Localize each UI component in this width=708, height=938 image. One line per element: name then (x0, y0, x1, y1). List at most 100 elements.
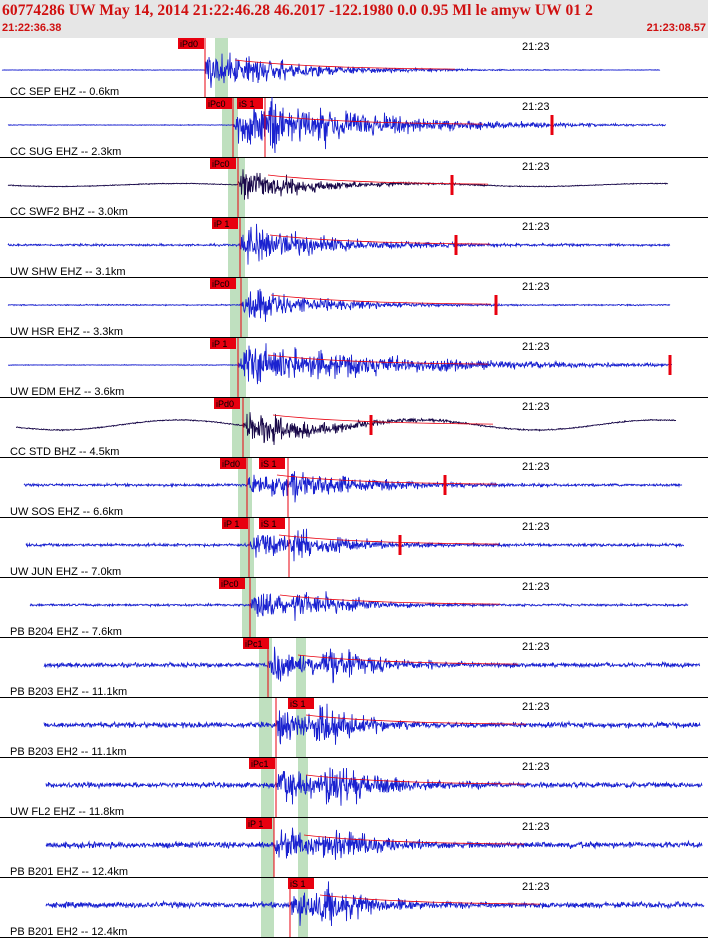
pick-box[interactable] (214, 398, 240, 409)
waveform (7, 288, 671, 322)
pick-label: iPd0 (222, 459, 240, 469)
coda-curve (267, 174, 489, 185)
trace-row[interactable]: 21:23 iPc1 PB B203 EHZ -- 11.1km (0, 638, 708, 698)
coda-curve (297, 654, 519, 665)
station-label: PB B203 EH2 -- 11.1km (10, 746, 127, 758)
station-label: UW FL2 EHZ -- 11.8km (10, 806, 124, 818)
trace-row[interactable]: 21:23 iPd0 CC SEP EHZ -- 0.6km (0, 38, 708, 98)
pick-box[interactable] (246, 818, 272, 829)
pick-box[interactable] (259, 518, 285, 529)
trace-row[interactable]: 21:23 iP 1 PB B201 EHZ -- 12.4km (0, 818, 708, 878)
pick-label: iS 1 (290, 879, 306, 889)
pick-box[interactable] (288, 698, 314, 709)
minute-label: 21:23 (522, 281, 550, 293)
pick-label: iP 1 (224, 519, 239, 529)
minute-label: 21:23 (522, 41, 550, 53)
pick-label: iP 1 (214, 219, 229, 229)
station-label: UW JUN EHZ -- 7.0km (10, 566, 121, 578)
waveform (7, 96, 666, 154)
coda-curve (319, 894, 541, 905)
minute-label: 21:23 (522, 701, 550, 713)
start-time: 21:22:36.38 (2, 22, 62, 34)
coda-curve (272, 414, 494, 425)
coda-curve (270, 294, 492, 305)
trace-row[interactable]: 21:23 iPc0 iS 1 CC SUG EHZ -- 2.3km (0, 96, 708, 158)
trace-row[interactable]: 21:23 iS 1 PB B201 EH2 -- 12.4km (0, 878, 708, 938)
trace-row[interactable]: 21:23 iP 1 UW SHW EHZ -- 3.1km (0, 218, 708, 278)
minute-label: 21:23 (522, 221, 550, 233)
minute-label: 21:23 (522, 761, 550, 773)
pick-box[interactable] (210, 158, 236, 169)
pick-box[interactable] (259, 458, 285, 469)
pick-box[interactable] (178, 38, 204, 49)
pick-window (261, 818, 274, 878)
pick-box[interactable] (237, 98, 263, 109)
coda-curve (279, 594, 501, 605)
minute-label: 21:23 (522, 461, 550, 473)
coda-curve (262, 114, 484, 125)
pick-window (242, 578, 256, 638)
trace-row[interactable]: 21:23 iP 1 UW EDM EHZ -- 3.6km (0, 338, 708, 398)
waveform (45, 827, 703, 860)
station-label: PB B201 EHZ -- 12.4km (10, 866, 128, 878)
minute-label: 21:23 (522, 341, 550, 353)
trace-row[interactable]: 21:23 iPc0 UW HSR EHZ -- 3.3km (0, 278, 708, 338)
pick-box[interactable] (212, 218, 238, 229)
pick-box[interactable] (210, 338, 236, 349)
pick-label: iPc0 (212, 159, 230, 169)
pick-window (222, 98, 238, 158)
coda-curve (305, 714, 527, 725)
minute-label: 21:23 (522, 161, 550, 173)
minute-label: 21:23 (522, 101, 550, 113)
pick-label: iPc0 (221, 579, 239, 589)
pick-label: iP 1 (248, 819, 263, 829)
trace-row[interactable]: 21:23 iP 1 iS 1 UW JUN EHZ -- 7.0km (0, 518, 708, 578)
waveform (43, 646, 701, 684)
trace-row[interactable]: 21:23 iPd0 iS 1 UW SOS EHZ -- 6.6km (0, 458, 708, 518)
waveform (45, 767, 703, 806)
pick-window (240, 518, 254, 578)
station-label: UW SOS EHZ -- 6.6km (10, 506, 123, 518)
minute-label: 21:23 (522, 401, 550, 413)
pick-box[interactable] (219, 578, 245, 589)
trace-row[interactable]: 21:23 iPc1 UW FL2 EHZ -- 11.8km (0, 758, 708, 818)
pick-window (259, 638, 272, 698)
coda-curve (269, 234, 491, 245)
coda-curve (305, 774, 527, 785)
waveform (7, 223, 671, 265)
pick-label: iPc1 (245, 639, 263, 649)
minute-label: 21:23 (522, 581, 550, 593)
coda-curve (278, 534, 500, 545)
pick-label: iS 1 (261, 459, 277, 469)
trace-row[interactable]: 21:23 iPd0 CC STD BHZ -- 4.5km (0, 398, 708, 458)
waveform (1, 52, 661, 88)
waveform (16, 412, 677, 446)
pick-label: iPd0 (216, 399, 234, 409)
coda-curve (303, 834, 525, 845)
pick-box[interactable] (210, 278, 236, 289)
pick-window (232, 398, 250, 458)
station-label: UW SHW EHZ -- 3.1km (10, 266, 126, 278)
pick-box[interactable] (206, 98, 232, 109)
trace-row[interactable]: 21:23 iS 1 PB B203 EH2 -- 11.1km (0, 698, 708, 758)
pick-window (228, 158, 245, 218)
pick-label: iP 1 (212, 339, 227, 349)
minute-label: 21:23 (522, 641, 550, 653)
pick-box[interactable] (220, 458, 246, 469)
pick-box[interactable] (288, 878, 314, 889)
pick-box[interactable] (243, 638, 269, 649)
station-label: PB B201 EH2 -- 12.4km (10, 926, 127, 938)
pick-label: iPd0 (180, 39, 198, 49)
waveform (43, 703, 701, 745)
minute-label: 21:23 (522, 521, 550, 533)
station-label: UW HSR EHZ -- 3.3km (10, 326, 123, 338)
trace-row[interactable]: 21:23 iPc0 PB B204 EHZ -- 7.6km (0, 578, 708, 638)
pick-window (298, 818, 308, 878)
pick-box[interactable] (249, 758, 275, 769)
pick-window (238, 458, 252, 518)
trace-row[interactable]: 21:23 iPc0 CC SWF2 BHZ -- 3.0km (0, 158, 708, 218)
coda-curve (234, 59, 456, 70)
pick-label: iS 1 (261, 519, 277, 529)
waveform (45, 881, 705, 927)
pick-box[interactable] (222, 518, 248, 529)
